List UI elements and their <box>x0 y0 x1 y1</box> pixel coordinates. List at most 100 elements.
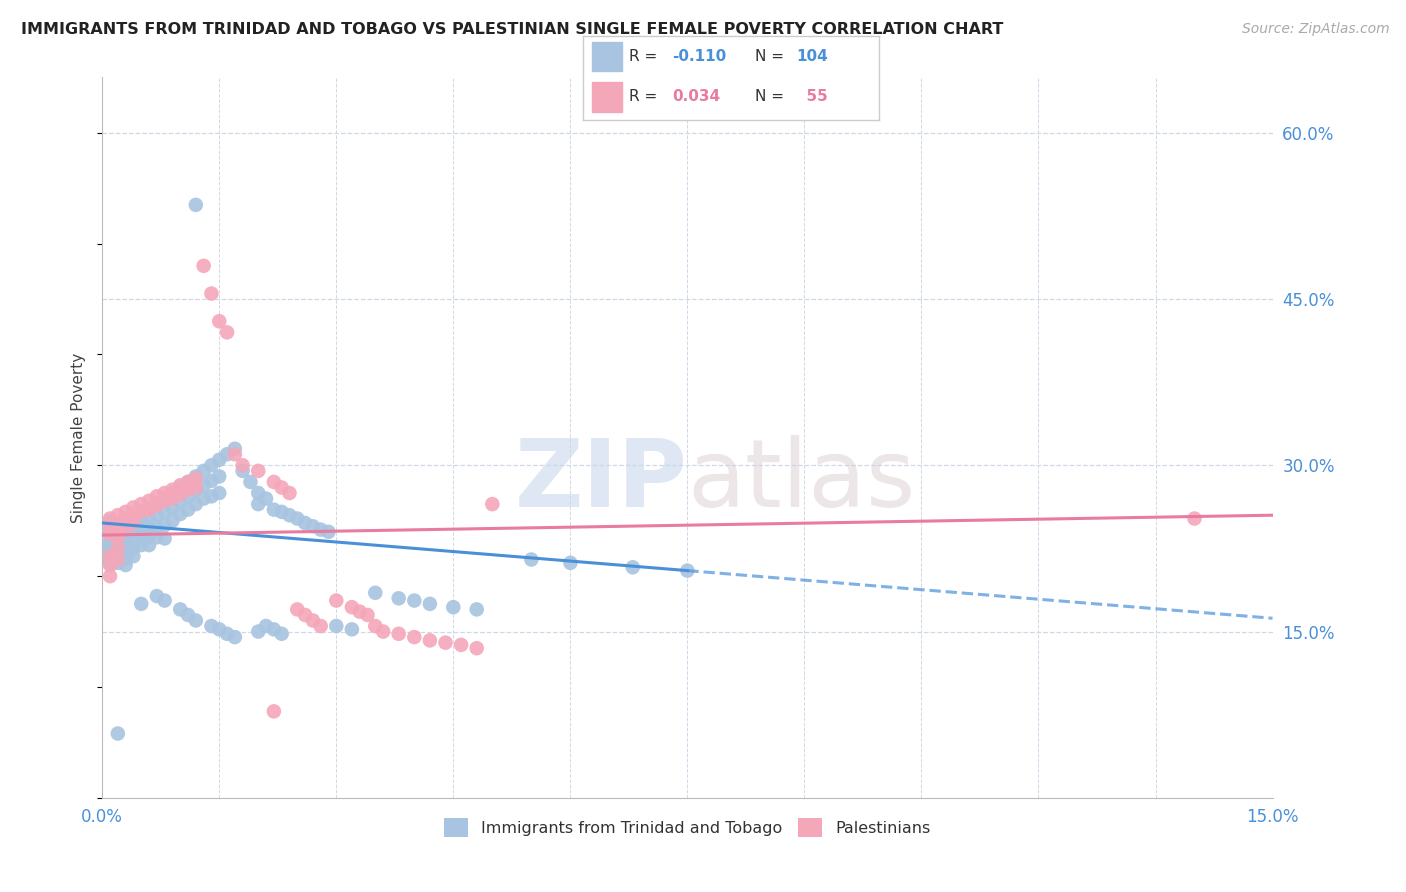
Point <box>340 623 363 637</box>
Point <box>285 511 308 525</box>
Point <box>247 486 270 500</box>
Point <box>309 619 332 633</box>
Point <box>107 529 129 543</box>
Point <box>107 508 129 523</box>
Point <box>114 558 136 572</box>
Point <box>122 508 145 523</box>
Point <box>169 478 191 492</box>
Point <box>278 508 301 523</box>
Point <box>419 597 441 611</box>
Text: N =: N = <box>755 48 789 63</box>
Point <box>146 519 169 533</box>
Point <box>318 524 340 539</box>
Point <box>1184 511 1206 525</box>
Point <box>621 560 644 574</box>
Point <box>184 481 207 495</box>
Point <box>193 478 215 492</box>
Point <box>404 593 426 607</box>
Point <box>169 487 191 501</box>
Point <box>200 489 222 503</box>
Point <box>263 704 285 718</box>
Point <box>208 452 231 467</box>
Point <box>107 523 129 537</box>
Point <box>107 541 129 556</box>
Point <box>146 530 169 544</box>
Point <box>107 551 129 566</box>
Point <box>98 558 121 572</box>
Point <box>208 314 231 328</box>
Text: N =: N = <box>755 89 789 104</box>
Point <box>169 493 191 508</box>
Point <box>340 600 363 615</box>
Point <box>98 545 121 559</box>
Point <box>107 726 129 740</box>
Point <box>153 491 176 506</box>
Point <box>129 530 152 544</box>
Point <box>98 519 121 533</box>
Point <box>215 447 238 461</box>
Point <box>107 520 129 534</box>
Point <box>184 469 207 483</box>
Point <box>200 474 222 488</box>
Point <box>177 502 200 516</box>
Point <box>371 624 394 639</box>
Point <box>129 514 152 528</box>
Point <box>177 489 200 503</box>
Point <box>98 556 121 570</box>
Point <box>200 619 222 633</box>
Point <box>114 532 136 546</box>
Point <box>434 635 457 649</box>
Point <box>294 516 316 530</box>
Point <box>146 589 169 603</box>
Point <box>162 483 184 497</box>
Point <box>98 552 121 566</box>
Point <box>98 527 121 541</box>
Point <box>107 552 129 566</box>
Point <box>98 549 121 564</box>
Text: -0.110: -0.110 <box>672 48 727 63</box>
Point <box>122 516 145 530</box>
Point <box>107 516 129 530</box>
Text: atlas: atlas <box>688 434 915 527</box>
Point <box>184 472 207 486</box>
Point <box>153 593 176 607</box>
Point <box>138 493 160 508</box>
Point <box>465 641 488 656</box>
Point <box>162 514 184 528</box>
Point <box>215 326 238 340</box>
Point <box>107 516 129 530</box>
Point <box>294 607 316 622</box>
Point <box>184 483 207 497</box>
Point <box>325 593 347 607</box>
Point <box>98 569 121 583</box>
Point <box>270 481 292 495</box>
Point <box>114 538 136 552</box>
Point <box>153 518 176 533</box>
Point <box>309 523 332 537</box>
Point <box>270 627 292 641</box>
Point <box>153 505 176 519</box>
Point <box>247 464 270 478</box>
Point <box>122 508 145 523</box>
Point <box>224 630 246 644</box>
Point <box>114 520 136 534</box>
Point <box>138 538 160 552</box>
Point <box>114 514 136 528</box>
Legend: Immigrants from Trinidad and Tobago, Palestinians: Immigrants from Trinidad and Tobago, Pal… <box>439 812 936 844</box>
Point <box>263 475 285 489</box>
Point <box>107 542 129 557</box>
Point <box>263 623 285 637</box>
Point <box>193 259 215 273</box>
Point <box>184 198 207 212</box>
Text: IMMIGRANTS FROM TRINIDAD AND TOBAGO VS PALESTINIAN SINGLE FEMALE POVERTY CORRELA: IMMIGRANTS FROM TRINIDAD AND TOBAGO VS P… <box>21 22 1004 37</box>
Point <box>169 481 191 495</box>
Point <box>349 605 371 619</box>
Point <box>441 600 464 615</box>
Point <box>247 497 270 511</box>
Point <box>146 508 169 523</box>
Point <box>129 505 152 519</box>
Point <box>325 619 347 633</box>
Point <box>177 475 200 489</box>
Point <box>520 552 543 566</box>
Point <box>146 489 169 503</box>
